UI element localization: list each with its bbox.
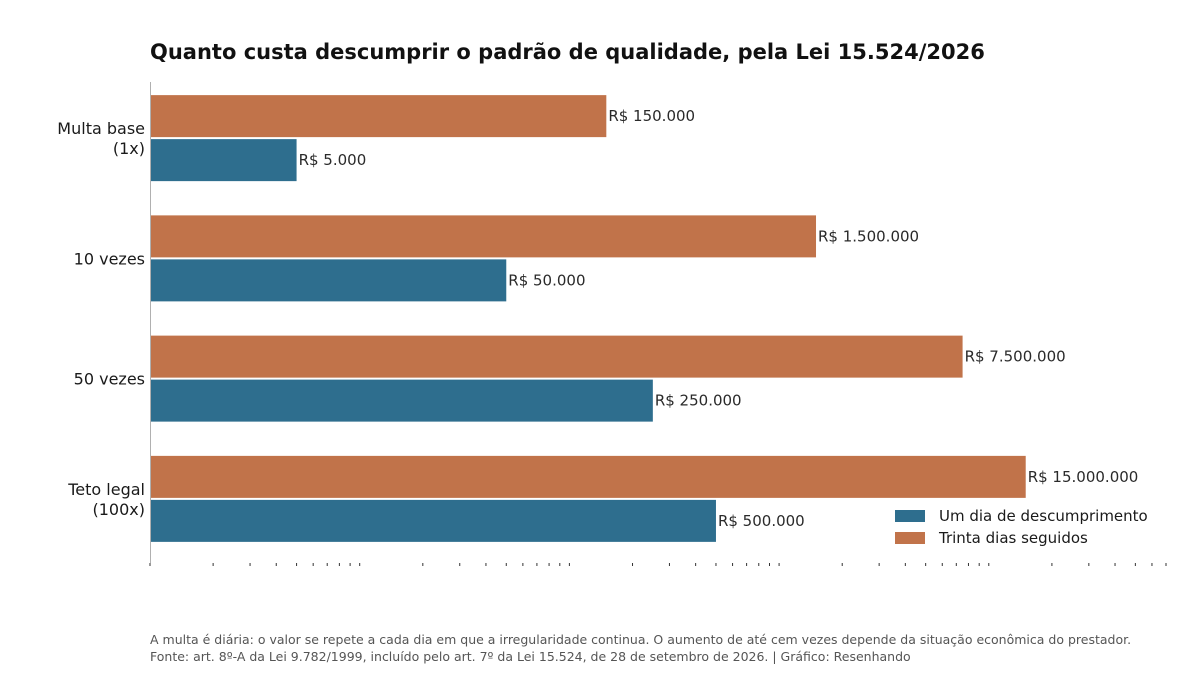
legend-item: Um dia de descumprimento (895, 505, 1148, 527)
bar-trinta-dias (151, 455, 1026, 498)
bar-trinta-dias (151, 215, 817, 258)
data-label: R$ 150.000 (608, 107, 695, 125)
legend-label: Um dia de descumprimento (939, 507, 1148, 525)
footnote: A multa é diária: o valor se repete a ca… (150, 631, 1131, 665)
chart-title: Quanto custa descumprir o padrão de qual… (150, 40, 985, 64)
bar-um-dia (151, 139, 297, 182)
category-label: 50 vezes (74, 370, 145, 389)
legend-swatch (895, 510, 925, 522)
plot-bars: R$ 150.000 R$ 5.000 R$ 1.500.000 R$ 50.000 R… (151, 95, 1138, 542)
legend-item: Trinta dias seguidos (895, 527, 1148, 549)
bar-trinta-dias (151, 95, 607, 138)
bar-trinta-dias (151, 335, 963, 378)
data-label: R$ 7.500.000 (965, 348, 1066, 366)
data-label: R$ 1.500.000 (818, 227, 919, 245)
x-axis-ticks (149, 563, 1167, 566)
category-label: Multa base (1x) (57, 119, 145, 158)
category-label: Teto legal (100x) (67, 480, 145, 519)
footnote-note: A multa é diária: o valor se repete a ca… (150, 632, 1132, 647)
legend-swatch (895, 532, 925, 544)
legend: Um dia de descumprimento Trinta dias seg… (895, 505, 1148, 549)
bar-um-dia (151, 499, 716, 542)
data-label: R$ 500.000 (718, 512, 805, 530)
footnote-source: Fonte: art. 8º-A da Lei 9.782/1999, incl… (150, 649, 911, 664)
bar-um-dia (151, 379, 653, 422)
bar-um-dia (151, 259, 507, 302)
legend-label: Trinta dias seguidos (939, 529, 1088, 547)
data-label: R$ 5.000 (299, 151, 367, 169)
data-label: R$ 15.000.000 (1028, 468, 1139, 486)
category-label: 10 vezes (74, 249, 145, 268)
y-axis-labels: Multa base (1x) 10 vezes 50 vezes Teto legal… (57, 119, 145, 519)
data-label: R$ 250.000 (655, 392, 742, 410)
data-label: R$ 50.000 (508, 271, 585, 289)
